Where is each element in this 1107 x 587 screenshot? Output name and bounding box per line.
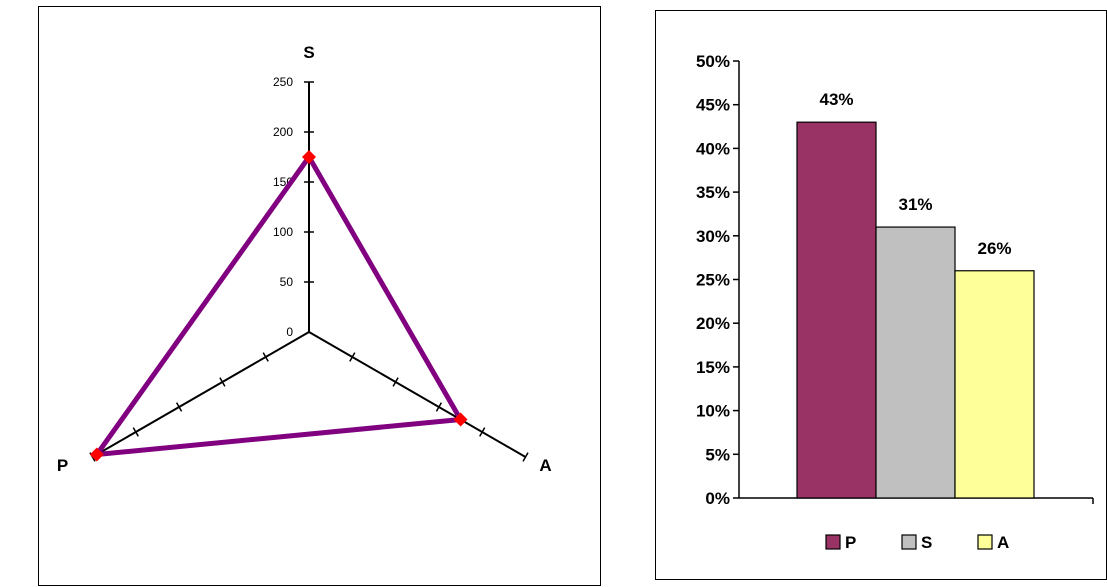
bar-p [796, 121, 877, 499]
legend-label-a: A [997, 533, 1009, 552]
bar-y-tick-label: 30% [696, 227, 730, 246]
bar-y-tick-label: 0% [705, 489, 730, 508]
bar-chart: 0% 5% 10% 15% 20% 25% 30% 35% 40% 45% 50% 43% 31% 26%… [696, 52, 1094, 552]
legend-swatch-s [901, 534, 917, 550]
legend-swatch-a [977, 534, 993, 550]
radar-tick-label: 250 [273, 75, 293, 89]
bar-y-tick-label: 40% [696, 139, 730, 158]
radar-axis-label-p: P [57, 456, 68, 475]
bar-a [954, 270, 1035, 499]
radar-tick-mark [219, 377, 226, 387]
bar-s [875, 226, 956, 499]
radar-tick-label: 50 [280, 275, 294, 289]
radar-tick-mark [132, 427, 139, 437]
radar-axis-label-a: A [539, 456, 551, 475]
radar-point-p [89, 447, 104, 462]
radar-series-line [91, 152, 465, 458]
radar-tick-mark [262, 352, 269, 362]
legend-label-p: P [845, 533, 856, 552]
bar-y-tick-label: 15% [696, 358, 730, 377]
legend-swatch-p [825, 534, 841, 550]
bar-y-tick-label: 45% [696, 96, 730, 115]
radar-tick-mark [479, 427, 486, 437]
bar-y-tick-label: 20% [696, 314, 730, 333]
bar-y-tick-label: 25% [696, 271, 730, 290]
bar-y-tick-label: 50% [696, 52, 730, 71]
radar-chart-panel: 0 50 100 150 200 250 S A P [38, 6, 601, 586]
radar-point-a [453, 412, 468, 427]
bar-chart-panel: 0% 5% 10% 15% 20% 25% 30% 35% 40% 45% 50% 43% 31% 26%… [655, 10, 1107, 580]
radar-tick-label: 0 [286, 325, 293, 339]
radar-tick-mark [522, 452, 529, 462]
radar-tick-mark [392, 377, 399, 387]
radar-axis-a [308, 331, 527, 458]
radar-tick-mark [175, 402, 183, 412]
bar-data-label-a: 26% [977, 239, 1011, 258]
radar-tick-label: 200 [273, 125, 293, 139]
radar-point-s [302, 150, 316, 164]
radar-axis-label-s: S [303, 43, 314, 62]
bar-data-label-p: 43% [819, 90, 853, 109]
bar-data-label-s: 31% [898, 195, 932, 214]
radar-tick-label: 100 [273, 225, 293, 239]
legend-label-s: S [921, 533, 932, 552]
radar-tick-mark [435, 402, 443, 412]
bar-y-tick-label: 5% [705, 445, 730, 464]
radar-axis-p [91, 331, 310, 458]
radar-tick-mark [349, 352, 356, 362]
bar-y-tick-label: 10% [696, 402, 730, 421]
bar-y-tick-label: 35% [696, 183, 730, 202]
